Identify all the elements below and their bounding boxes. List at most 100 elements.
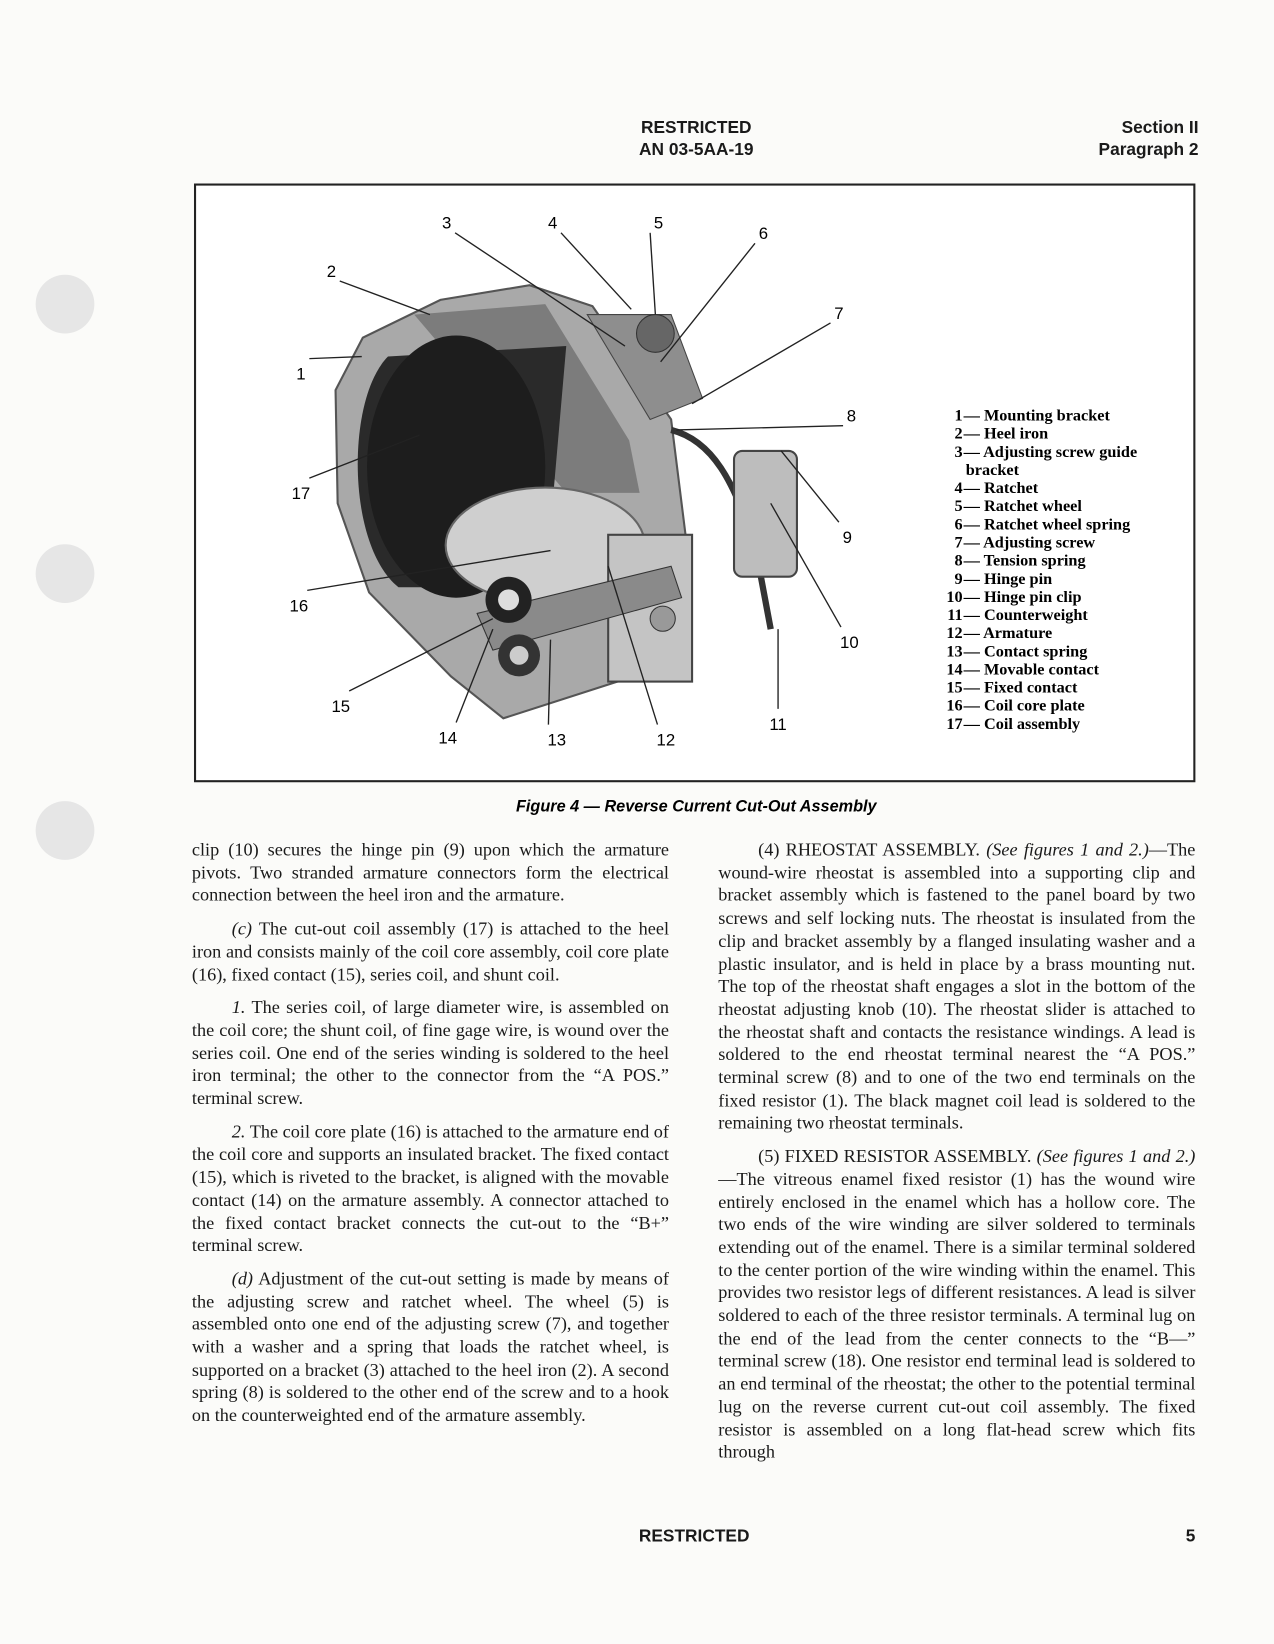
callout-number: 17: [292, 484, 311, 503]
punch-hole: [35, 801, 95, 860]
callout-number: 2: [327, 262, 336, 281]
callout-number: 3: [442, 214, 451, 233]
device-illustration: [334, 284, 798, 720]
punch-hole: [35, 274, 95, 334]
legend-number: 17: [946, 715, 962, 733]
leader-line: [547, 639, 552, 725]
legend-label: — Armature: [963, 624, 1053, 642]
header-center: RESTRICTED AN 03-5AA-19: [591, 117, 801, 161]
legend-number: 6: [954, 515, 962, 533]
legend-label: — Tension spring: [963, 552, 1086, 570]
legend-label: — Coil assembly: [963, 715, 1080, 733]
legend-number: 11: [947, 606, 962, 624]
callout-number: 1: [296, 365, 305, 384]
paragraph-text: —The vitreous enamel fixed resistor (1) …: [718, 1167, 1196, 1463]
legend-label: — Mounting bracket: [963, 406, 1111, 424]
callout-number: 4: [548, 214, 557, 233]
leader-line: [649, 232, 657, 315]
legend-number: 9: [954, 570, 962, 588]
paragraph: (5) FIXED RESISTOR ASSEMBLY. (See figure…: [718, 1145, 1195, 1464]
leader-line: [660, 242, 756, 363]
legend-label: — Adjusting screw guide bracket: [963, 443, 1138, 479]
legend-number: 7: [954, 533, 962, 551]
leader-line: [607, 566, 659, 725]
paragraph-text: The cut-out coil assembly (17) is attach…: [191, 917, 670, 985]
paragraph-text: The coil core plate (16) is attached to …: [191, 1120, 670, 1256]
paragraph: (c) The cut-out coil assembly (17) is at…: [192, 918, 669, 986]
classification: RESTRICTED: [640, 118, 752, 138]
legend-number: 3: [954, 443, 962, 461]
leader-line: [691, 322, 831, 405]
leader-line: [455, 628, 494, 723]
figure-reference: (See figures 1 and 2.): [1031, 1145, 1196, 1167]
legend-number: 5: [954, 497, 962, 515]
callout-number: 5: [654, 214, 663, 233]
paragraph-lead: (c): [231, 917, 252, 939]
legend-label: — Movable contact: [963, 660, 1100, 678]
leader-line: [309, 434, 420, 479]
paragraph: 1. The series coil, of large diameter wi…: [192, 996, 669, 1110]
figure-caption: Figure 4 — Reverse Current Cut-Out Assem…: [516, 798, 878, 816]
callout-number: 6: [759, 224, 768, 243]
legend-label: — Hinge pin clip: [963, 588, 1082, 606]
callout-number: 11: [769, 715, 786, 734]
paragraph-text: —The wound-wire rheostat is assembled in…: [718, 838, 1196, 1133]
leader-line: [560, 232, 632, 310]
legend-number: 4: [954, 479, 962, 497]
legend-number: 10: [946, 588, 962, 606]
leader-line: [770, 502, 842, 628]
callout-number: 7: [834, 304, 843, 323]
leader-line: [348, 618, 494, 692]
legend-number: 12: [946, 624, 962, 642]
callout-number: 16: [290, 596, 309, 615]
legend-number: 13: [946, 642, 962, 660]
paragraph-lead: 1.: [231, 996, 246, 1018]
paragraph-text: The series coil, of large diameter wire,…: [191, 996, 670, 1109]
punch-hole: [35, 544, 95, 603]
legend-label: — Ratchet wheel spring: [963, 515, 1131, 533]
paragraph-lead: (d): [231, 1267, 254, 1289]
legend-number: 2: [954, 425, 962, 443]
paragraph: (4) RHEOSTAT ASSEMBLY. (See figures 1 an…: [718, 839, 1195, 1135]
legend-label: — Contact spring: [963, 642, 1088, 660]
legend-label: — Coil core plate: [963, 697, 1085, 715]
leader-line: [309, 355, 362, 360]
legend-label: — Adjusting screw: [963, 533, 1096, 551]
legend-number: 1: [954, 406, 962, 424]
callout-number: 10: [840, 633, 859, 652]
document-number: AN 03-5AA-19: [639, 140, 754, 160]
paragraph-ref: Paragraph 2: [1098, 140, 1199, 160]
callout-number: 13: [547, 731, 566, 750]
left-column: clip (10) secures the hinge pin (9) upon…: [192, 839, 669, 1438]
callout-number: 14: [438, 728, 457, 747]
figure-reference: (See figures 1 and 2.): [979, 838, 1149, 860]
legend-number: 16: [946, 697, 962, 715]
leader-line: [339, 280, 431, 316]
callout-number: 8: [847, 407, 856, 426]
leader-line: [307, 549, 551, 592]
paragraph-lead: (4) RHEOSTAT ASSEMBLY.: [758, 838, 980, 860]
paragraph-lead: (5) FIXED RESISTOR ASSEMBLY.: [758, 1145, 1032, 1167]
legend-label: — Heel iron: [963, 425, 1049, 443]
legend-label: — Counterweight: [963, 606, 1089, 624]
legend-number: 15: [946, 679, 962, 697]
leader-line: [454, 232, 626, 347]
leader-line: [780, 450, 840, 523]
header-right: Section II Paragraph 2: [989, 117, 1199, 161]
section: Section II: [1121, 118, 1199, 138]
footer-classification: RESTRICTED: [638, 1526, 750, 1546]
right-column: (4) RHEOSTAT ASSEMBLY. (See figures 1 an…: [718, 839, 1195, 1474]
callout-number: 9: [843, 528, 852, 547]
paragraph-text: clip (10) secures the hinge pin (9) upon…: [191, 838, 670, 906]
legend-label: — Ratchet wheel: [963, 497, 1083, 515]
leader-line: [676, 425, 844, 431]
callout-number: 12: [657, 731, 676, 750]
paragraph-lead: 2.: [231, 1120, 246, 1142]
legend-label: — Ratchet: [963, 479, 1039, 497]
paragraph-text: Adjustment of the cut-out setting is mad…: [191, 1267, 670, 1426]
